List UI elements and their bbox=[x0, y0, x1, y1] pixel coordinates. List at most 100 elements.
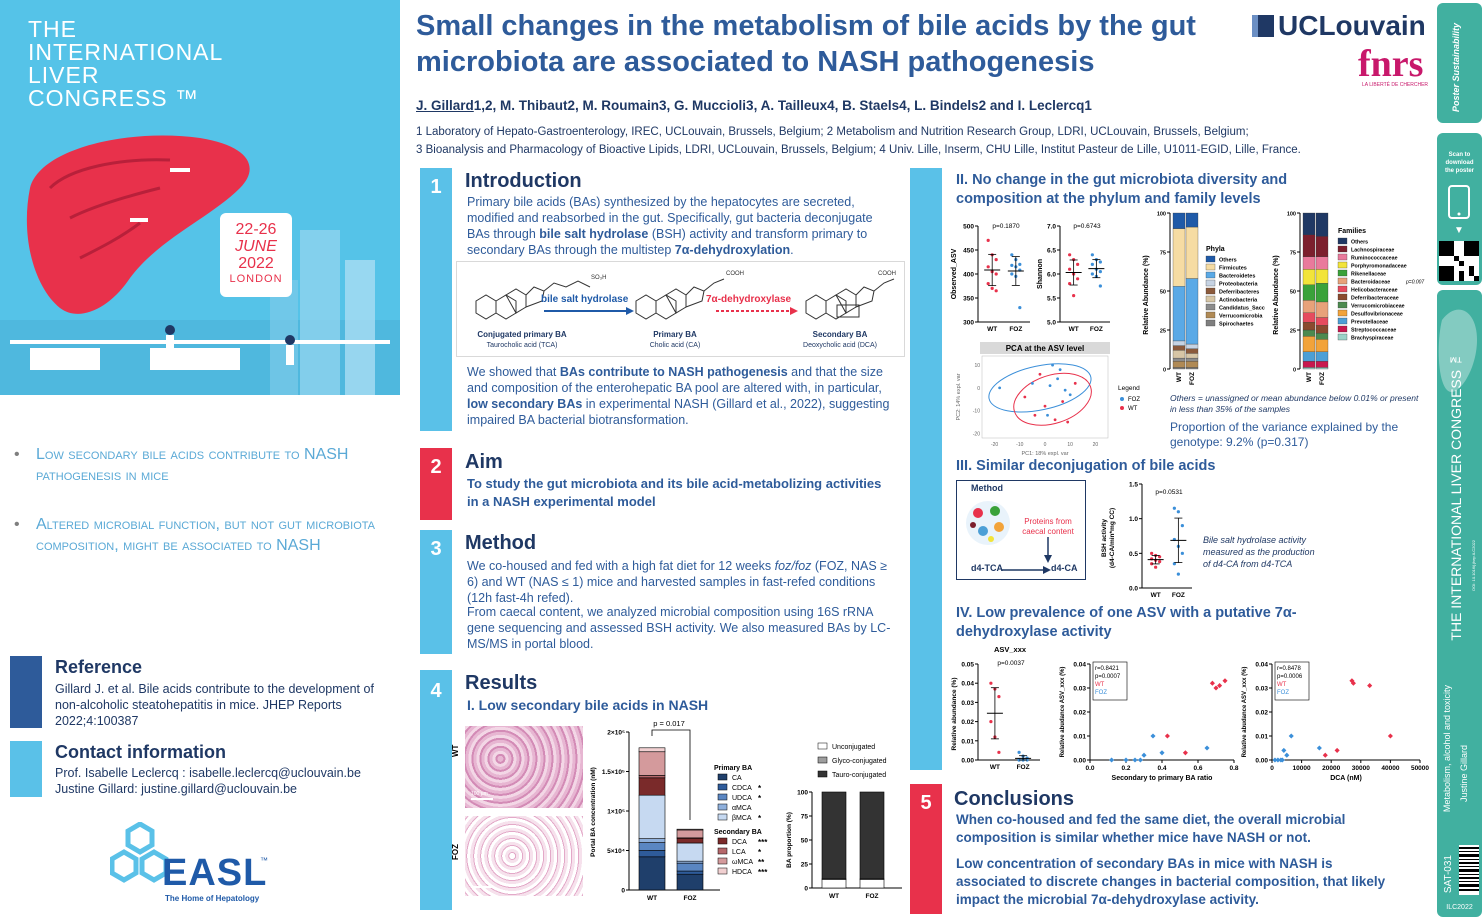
bar-segment bbox=[638, 777, 666, 796]
data-point bbox=[1123, 757, 1129, 763]
data-point bbox=[1288, 733, 1294, 739]
legend-swatch bbox=[717, 867, 728, 875]
x-tick-label: -20 bbox=[991, 442, 998, 448]
axis-label: DCA (nM) bbox=[1330, 775, 1362, 782]
legend-significance: *** bbox=[758, 868, 768, 877]
legend-swatch bbox=[1337, 277, 1348, 285]
data-point bbox=[1058, 368, 1062, 372]
y-tick-label: 500 bbox=[963, 224, 974, 231]
legend-swatch bbox=[717, 773, 728, 781]
city-illustration bbox=[0, 230, 400, 395]
arrow-down-icon: ▼ bbox=[1454, 225, 1464, 236]
y-tick-label: 0 bbox=[804, 886, 808, 893]
data-point bbox=[1204, 745, 1210, 751]
data-point bbox=[1137, 757, 1143, 763]
bar-segment bbox=[1172, 367, 1186, 370]
bar-segment bbox=[1302, 322, 1316, 331]
data-point bbox=[1051, 363, 1054, 367]
legend-label: Helicobacteraceae bbox=[1351, 288, 1398, 294]
legend-label: Prevotellaceae bbox=[1351, 320, 1388, 326]
data-point bbox=[1073, 381, 1077, 385]
data-point bbox=[986, 238, 990, 242]
intro-title: Introduction bbox=[465, 170, 582, 192]
ba-proportion-chart: 0 25 50 75 100 WT FOZ BA proportion (%) Unconjug… bbox=[786, 742, 902, 900]
bar-segment bbox=[638, 838, 666, 843]
y-tick-label: 0.02 bbox=[1073, 710, 1086, 717]
data-point bbox=[1150, 733, 1156, 739]
portal-ba-chart: 0 5×10⁴ 1×10⁵ 1.5×10⁵ 2×10⁵ WT FOZ Portal BA co… bbox=[590, 719, 720, 902]
data-point bbox=[1033, 413, 1037, 417]
results-subtitle: I. Low secondary bile acids in NASH bbox=[467, 697, 709, 713]
key-messages: • Low secondary bile acids contribute to… bbox=[14, 444, 394, 584]
data-point bbox=[1172, 506, 1176, 510]
bar-segment bbox=[859, 791, 885, 880]
conclusions-text: Low concentration of secondary BAs in mi… bbox=[956, 856, 1386, 907]
pca-title-band bbox=[980, 342, 1110, 354]
y-tick-label: 25 bbox=[1160, 329, 1166, 335]
data-point bbox=[1061, 400, 1065, 403]
first-author: J. Gillard bbox=[416, 98, 474, 113]
data-point bbox=[1281, 747, 1287, 753]
bar-segment bbox=[821, 791, 847, 880]
bar-segment bbox=[1315, 283, 1329, 303]
legend-swatch bbox=[1337, 317, 1348, 325]
y-tick-label: 25 bbox=[1290, 329, 1296, 335]
affiliation-line: 3 Bioanalysis and Pharmacology of Bioact… bbox=[416, 144, 1301, 156]
axis-label: PC2: 14% expl. var bbox=[956, 373, 962, 420]
date-month: JUNE bbox=[235, 238, 277, 255]
legend-label: Tauro-conjugated bbox=[832, 772, 886, 779]
bar-segment bbox=[1302, 312, 1316, 323]
data-point bbox=[1010, 263, 1014, 267]
legend-significance: * bbox=[758, 848, 762, 857]
qr-code-icon[interactable] bbox=[1439, 241, 1479, 281]
bar-segment bbox=[1315, 212, 1329, 237]
histology-image-foz bbox=[465, 816, 583, 896]
legend-swatch bbox=[1205, 319, 1216, 327]
bsh-activity-chart: 0.0 0.5 1.0 1.5 WT FOZ p=0.0531 BSH activity (d4… bbox=[1101, 482, 1192, 599]
data-point bbox=[986, 282, 990, 286]
reaction-arrow-icon bbox=[1001, 566, 1051, 574]
bar-segment bbox=[859, 879, 885, 889]
data-point bbox=[1150, 551, 1154, 555]
uclouvain-square-icon bbox=[1252, 15, 1274, 37]
data-point bbox=[989, 681, 993, 685]
fnrs-tagline: LA LIBERTÉ DE CHERCHER bbox=[1362, 82, 1429, 88]
date-year: 2022 bbox=[238, 255, 274, 272]
bar-segment bbox=[638, 794, 666, 839]
results-title: Results bbox=[465, 672, 538, 694]
legend-swatch bbox=[1337, 245, 1348, 253]
data-point bbox=[1043, 404, 1047, 408]
legend-title: Phyla bbox=[1206, 246, 1225, 253]
legend-swatch bbox=[1205, 295, 1216, 303]
stats-box bbox=[1274, 661, 1310, 701]
legend-swatch bbox=[717, 857, 728, 865]
axis-label: Relative Abundance (%) bbox=[1143, 255, 1150, 334]
data-point bbox=[1068, 267, 1072, 271]
part3-title: III. Similar deconjugation of bile acids bbox=[956, 458, 1216, 474]
d4ca-label: d4-CA bbox=[1051, 563, 1078, 573]
contact-bar bbox=[10, 741, 42, 797]
data-point bbox=[1209, 680, 1215, 686]
mol-sub: Taurocholic acid (TCA) bbox=[487, 342, 558, 349]
legend-label: Glyco-conjugated bbox=[832, 758, 887, 765]
legend-swatch bbox=[1337, 309, 1348, 317]
congress-line: THE bbox=[28, 16, 77, 42]
liver-watermark-icon bbox=[1438, 309, 1477, 392]
qr-panel[interactable]: Scan to download the poster ▼ bbox=[1437, 133, 1482, 285]
significance-bracket bbox=[651, 729, 691, 820]
y-tick-label: 0 bbox=[1293, 368, 1296, 374]
data-point bbox=[989, 720, 993, 724]
bar-segment bbox=[1302, 269, 1316, 285]
y-tick-label: 25 bbox=[801, 862, 809, 869]
legend-swatch bbox=[1337, 285, 1348, 293]
aim-number: 2 bbox=[430, 456, 442, 478]
legend-label: Ruminococcaceae bbox=[1351, 256, 1398, 262]
x-tick-label: 0.6 bbox=[1193, 765, 1202, 772]
y-tick-label: 0.01 bbox=[1073, 734, 1086, 741]
x-tick-label: FOZ bbox=[866, 893, 879, 900]
scale-label: 100 µm bbox=[471, 791, 488, 797]
bar-segment bbox=[638, 747, 666, 753]
legend-title: Primary BA bbox=[714, 765, 752, 772]
axis-label: PC1: 18% expl. var bbox=[1021, 451, 1068, 457]
y-tick-label: 0.03 bbox=[1073, 686, 1086, 693]
